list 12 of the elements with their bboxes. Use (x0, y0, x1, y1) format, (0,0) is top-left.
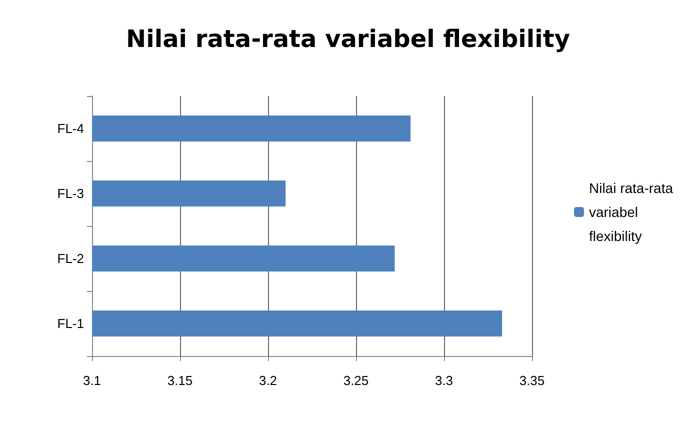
y-tick-label: FL-2 (57, 251, 84, 266)
x-tick-label: 3.2 (258, 373, 278, 388)
y-tick-label: FL-3 (57, 186, 84, 201)
x-tick-label: 3.15 (167, 373, 193, 388)
chart-title: Nilai rata-rata variabel flexibility (126, 25, 570, 53)
x-tick-label: 3.1 (82, 373, 102, 388)
x-tick-label: 3.25 (343, 373, 369, 388)
y-tick-label: FL-4 (57, 121, 84, 136)
x-tick-label: 3.3 (434, 373, 454, 388)
legend-label: Nilai rata-rata variabel flexibility (588, 180, 674, 244)
x-tick-label: 3.35 (519, 373, 545, 388)
y-tick-label: FL-1 (57, 316, 84, 331)
